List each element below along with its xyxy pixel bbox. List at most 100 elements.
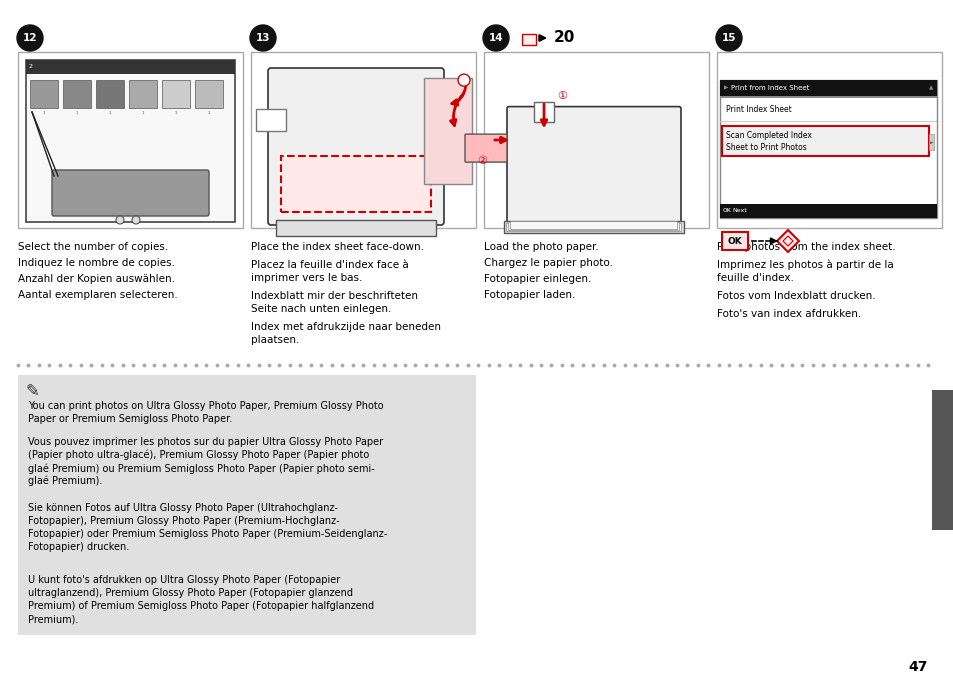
Text: Foto's van index afdrukken.: Foto's van index afdrukken. <box>717 309 861 319</box>
Circle shape <box>482 25 509 51</box>
Text: 2: 2 <box>29 65 33 69</box>
Text: 1: 1 <box>142 111 144 115</box>
Text: 1: 1 <box>109 111 112 115</box>
Text: Fotopapier laden.: Fotopapier laden. <box>483 290 575 300</box>
FancyBboxPatch shape <box>464 134 506 162</box>
Polygon shape <box>776 230 799 252</box>
Circle shape <box>716 25 741 51</box>
Text: Seite nach unten einlegen.: Seite nach unten einlegen. <box>251 304 391 314</box>
Bar <box>30 80 58 108</box>
FancyBboxPatch shape <box>268 68 443 225</box>
Text: Fotopapier) drucken.: Fotopapier) drucken. <box>28 542 129 552</box>
Bar <box>720 80 936 218</box>
Text: plaatsen.: plaatsen. <box>251 335 299 345</box>
Text: Print photos from the index sheet.: Print photos from the index sheet. <box>717 242 895 252</box>
Circle shape <box>250 25 275 51</box>
Bar <box>717 52 941 228</box>
Text: 14: 14 <box>488 33 503 43</box>
Bar <box>507 222 679 230</box>
Text: Vous pouvez imprimer les photos sur du papier Ultra Glossy Photo Paper: Vous pouvez imprimer les photos sur du p… <box>28 437 383 447</box>
Text: 1: 1 <box>75 111 78 115</box>
Text: 1: 1 <box>174 111 177 115</box>
Text: 13: 13 <box>255 33 270 43</box>
Bar <box>275 220 436 236</box>
Bar <box>63 80 91 108</box>
Bar <box>26 60 234 74</box>
Text: ✎: ✎ <box>25 382 39 400</box>
Text: Anzahl der Kopien auswählen.: Anzahl der Kopien auswählen. <box>18 274 174 284</box>
Bar <box>18 375 476 635</box>
Text: Fotopapier) oder Premium Semigloss Photo Paper (Premium-Seidenglanz-: Fotopapier) oder Premium Semigloss Photo… <box>28 529 387 539</box>
Text: ①: ① <box>557 91 566 101</box>
Text: feuille d'index.: feuille d'index. <box>717 273 793 283</box>
Text: 12: 12 <box>23 33 37 43</box>
Circle shape <box>17 25 43 51</box>
Bar <box>721 232 747 250</box>
Text: Indiquez le nombre de copies.: Indiquez le nombre de copies. <box>18 258 174 268</box>
Bar <box>194 80 223 108</box>
Bar <box>281 155 431 212</box>
Text: Index met afdrukzijde naar beneden: Index met afdrukzijde naar beneden <box>251 322 440 332</box>
Bar <box>928 134 933 150</box>
Bar <box>18 52 243 228</box>
Bar <box>423 78 472 184</box>
Text: Premium).: Premium). <box>28 614 78 624</box>
Text: ultraglanzend), Premium Glossy Photo Paper (Fotopapier glanzend: ultraglanzend), Premium Glossy Photo Pap… <box>28 588 353 598</box>
Bar <box>720 204 936 218</box>
Bar <box>255 109 286 131</box>
Text: Load the photo paper.: Load the photo paper. <box>483 242 598 252</box>
Text: Print from Index Sheet: Print from Index Sheet <box>730 85 808 91</box>
Text: 1: 1 <box>208 111 210 115</box>
Text: ►: ► <box>928 141 932 145</box>
Bar <box>251 52 476 228</box>
Text: glaé Premium).: glaé Premium). <box>28 476 102 487</box>
Text: Next: Next <box>731 209 746 213</box>
Text: Sheet to Print Photos: Sheet to Print Photos <box>725 143 806 151</box>
Bar <box>26 60 234 222</box>
Bar <box>505 223 680 231</box>
Text: Fotopapier), Premium Glossy Photo Paper (Premium-Hochglanz-: Fotopapier), Premium Glossy Photo Paper … <box>28 516 339 526</box>
Bar <box>483 52 708 228</box>
Bar <box>521 34 536 45</box>
Circle shape <box>116 216 124 224</box>
Text: 47: 47 <box>907 660 927 673</box>
Text: Aantal exemplaren selecteren.: Aantal exemplaren selecteren. <box>18 290 177 300</box>
Text: Fotos vom Indexblatt drucken.: Fotos vom Indexblatt drucken. <box>717 291 875 301</box>
Bar <box>721 126 928 156</box>
Bar <box>534 102 554 122</box>
Text: Placez la feuille d'index face à: Placez la feuille d'index face à <box>251 260 408 270</box>
Text: Chargez le papier photo.: Chargez le papier photo. <box>483 258 613 268</box>
Text: Place the index sheet face-down.: Place the index sheet face-down. <box>251 242 423 252</box>
Bar <box>96 80 124 108</box>
Text: ▲: ▲ <box>928 85 932 90</box>
Text: Paper or Premium Semigloss Photo Paper.: Paper or Premium Semigloss Photo Paper. <box>28 414 232 424</box>
Text: Sie können Fotos auf Ultra Glossy Photo Paper (Ultrahochglanz-: Sie können Fotos auf Ultra Glossy Photo … <box>28 503 337 513</box>
Text: Select the number of copies.: Select the number of copies. <box>18 242 168 252</box>
Bar <box>720 121 936 122</box>
Bar <box>721 126 928 156</box>
Text: You can print photos on Ultra Glossy Photo Paper, Premium Glossy Photo: You can print photos on Ultra Glossy Pho… <box>28 401 383 411</box>
Text: (Papier photo ultra-glacé), Premium Glossy Photo Paper (Papier photo: (Papier photo ultra-glacé), Premium Glos… <box>28 450 369 460</box>
FancyBboxPatch shape <box>506 106 680 225</box>
Text: U kunt foto's afdrukken op Ultra Glossy Photo Paper (Fotopapier: U kunt foto's afdrukken op Ultra Glossy … <box>28 575 340 585</box>
Text: Imprimez les photos à partir de la: Imprimez les photos à partir de la <box>717 260 893 271</box>
Bar <box>129 80 157 108</box>
Bar <box>503 221 683 233</box>
Text: Indexblatt mir der beschrifteten: Indexblatt mir der beschrifteten <box>251 291 417 301</box>
Text: OK: OK <box>727 236 741 246</box>
Bar <box>720 80 936 96</box>
Text: 1: 1 <box>43 111 45 115</box>
Text: 20: 20 <box>554 30 575 46</box>
Bar <box>931 390 953 530</box>
Bar <box>720 96 936 98</box>
Text: 15: 15 <box>721 33 736 43</box>
Text: ②: ② <box>476 156 486 166</box>
Bar <box>510 221 677 229</box>
Text: ▶: ▶ <box>723 85 727 90</box>
Text: Premium) of Premium Semigloss Photo Paper (Fotopapier halfglanzend: Premium) of Premium Semigloss Photo Pape… <box>28 601 374 611</box>
Circle shape <box>457 74 470 86</box>
Text: Print Index Sheet: Print Index Sheet <box>725 106 791 114</box>
Text: OK: OK <box>722 209 731 213</box>
Text: Fotopapier einlegen.: Fotopapier einlegen. <box>483 274 591 284</box>
Text: Scan Completed Index: Scan Completed Index <box>725 131 811 141</box>
